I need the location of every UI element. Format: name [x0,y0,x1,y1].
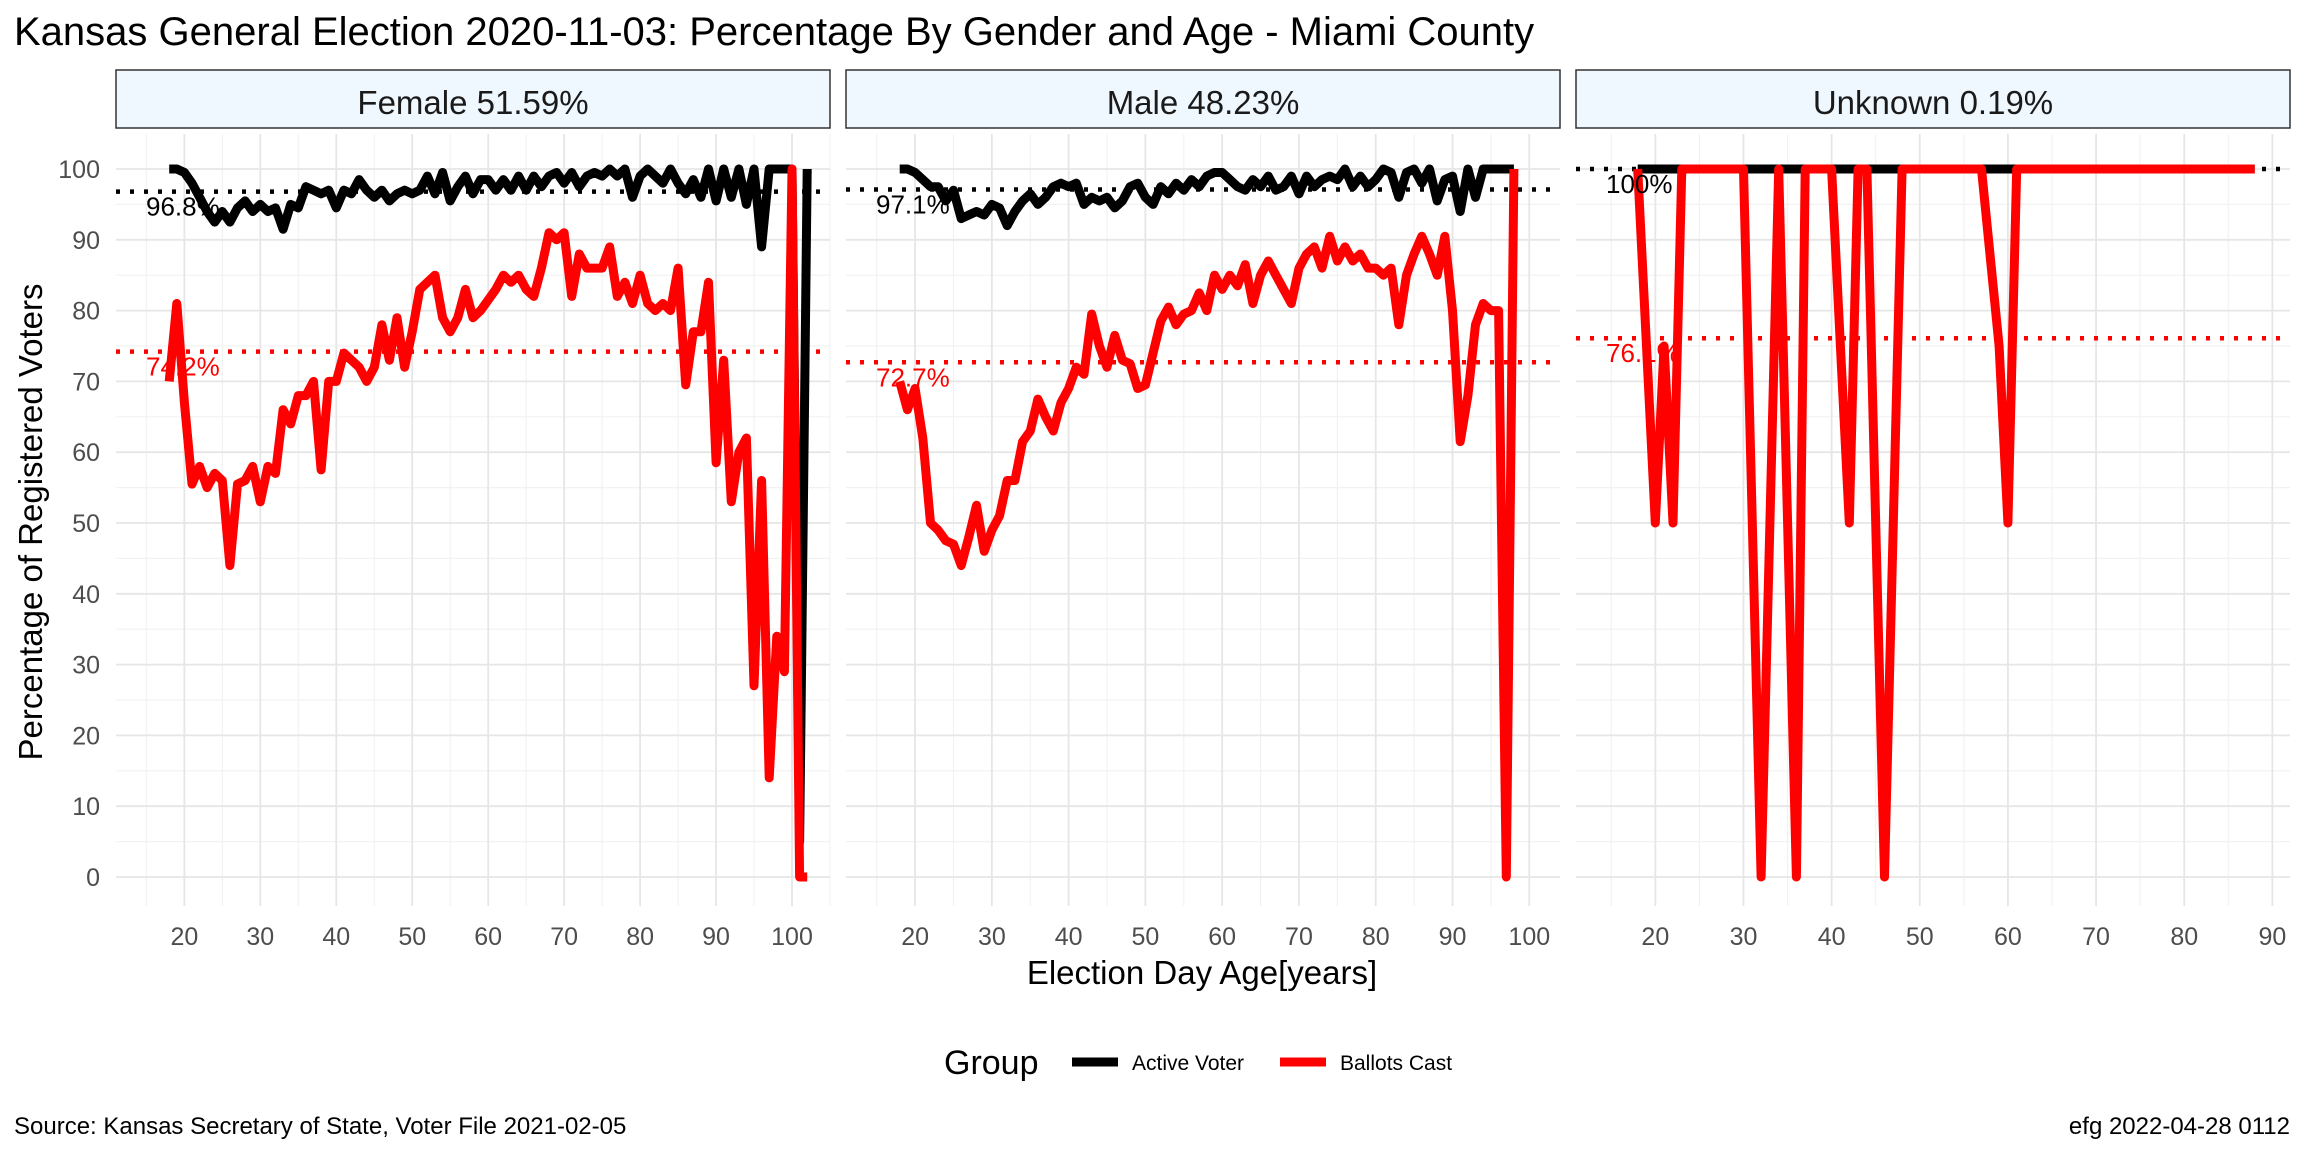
facet-panels: Female 51.59% 0 10 20 30 40 50 60 70 80 90 100 20 30 4… [58,69,2291,951]
facet-strip-label: Female 51.59% [357,84,588,121]
legend-label-ballots-cast: Ballots Cast [1340,1052,1452,1075]
x-tick-label: 30 [978,923,1006,951]
reference-label-ballots-cast: 76.1% [1606,338,1680,368]
reference-label-ballots-cast: 72.7% [876,362,950,392]
series-line-active-voter [169,164,812,847]
y-tick-label: 80 [72,298,100,326]
series-line-ballots-cast [164,164,808,882]
x-tick-label: 80 [626,923,654,951]
x-tick-label: 50 [1906,923,1934,951]
x-tick-label: 50 [1132,923,1160,951]
x-tick-label: 20 [1641,923,1669,951]
x-tick-label: 40 [1818,923,1846,951]
x-tick-label: 50 [398,923,426,951]
reference-label-active-voter: 96.8% [146,192,220,222]
facet-strip-label: Unknown 0.19% [1813,84,2053,121]
x-tick-label: 20 [901,923,929,951]
x-tick-label: 30 [1730,923,1758,951]
caption-source: Source: Kansas Secretary of State, Voter… [14,1113,626,1140]
x-tick-label: 100 [771,923,813,951]
chart-title: Kansas General Election 2020-11-03: Perc… [14,10,1534,54]
y-tick-label: 40 [72,581,100,609]
y-tick-label: 20 [72,722,100,750]
x-tick-label: 90 [2258,923,2286,951]
facet-strip [1575,69,2291,129]
legend-title: Group [944,1044,1039,1082]
x-tick-label: 70 [550,923,578,951]
series-line-ballots-cast [1633,164,2255,882]
legend-label-active-voter: Active Voter [1132,1052,1244,1075]
x-tick-label: 40 [322,923,350,951]
series-line-ballots-cast [895,168,1519,882]
x-tick-label: 60 [1208,923,1236,951]
legend: Group Active Voter Ballots Cast [944,1044,1452,1082]
y-tick-label: 30 [72,652,100,680]
x-tick-label: 90 [1439,923,1467,951]
series-line-active-voter [899,164,1514,231]
x-tick-label: 20 [170,923,198,951]
y-tick-label: 0 [86,864,100,892]
facet-strip-label: Male 48.23% [1107,84,1300,121]
facet-panel: Female 51.59% 0 10 20 30 40 50 60 70 80 90 100 20 30 4… [58,69,831,951]
facet-strip [115,69,831,129]
x-tick-label: 40 [1055,923,1083,951]
y-axis-label: Percentage of Registered Voters [12,284,49,761]
x-tick-label: 80 [2170,923,2198,951]
y-tick-label: 90 [72,227,100,255]
y-tick-label: 10 [72,793,100,821]
facet-panel: Unknown 0.19% 20 30 40 50 60 70 80 90 100% 76.1% [1575,69,2291,951]
x-tick-label: 60 [474,923,502,951]
y-tick-label: 100 [58,156,100,184]
reference-label-active-voter: 100% [1606,169,1673,199]
x-axis-label: Election Day Age[years] [1027,954,1377,991]
y-tick-label: 70 [72,368,100,396]
facet-strip [845,69,1561,129]
reference-label-ballots-cast: 74.2% [146,352,220,382]
facet-panel: Male 48.23% 20 30 40 50 60 70 80 90 100 97.1% 72.7% [845,69,1561,951]
x-tick-label: 100 [1508,923,1550,951]
x-tick-label: 90 [702,923,730,951]
x-tick-label: 70 [2082,923,2110,951]
x-tick-label: 30 [246,923,274,951]
x-tick-label: 80 [1362,923,1390,951]
y-tick-label: 60 [72,439,100,467]
x-tick-label: 70 [1285,923,1313,951]
caption-timestamp: efg 2022-04-28 0112 [2069,1113,2290,1140]
x-tick-label: 60 [1994,923,2022,951]
y-tick-label: 50 [72,510,100,538]
reference-label-active-voter: 97.1% [876,190,950,220]
